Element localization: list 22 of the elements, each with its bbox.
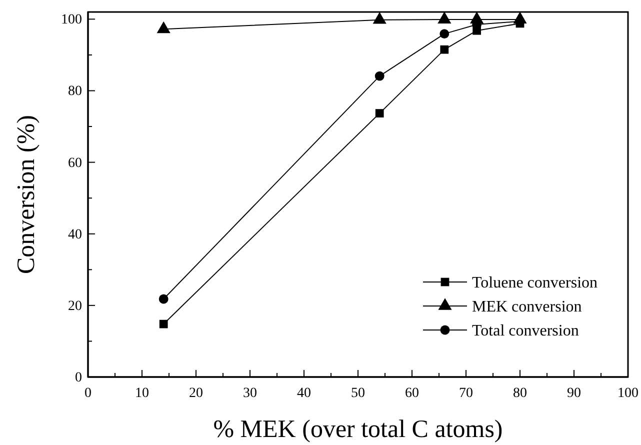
x-tick-label: 20 [189, 386, 203, 401]
y-tick-label: 0 [75, 370, 82, 386]
x-tick-label: 100 [618, 386, 638, 401]
y-tick-label: 20 [68, 298, 82, 314]
y-tick-label: 100 [61, 12, 82, 28]
x-tick-label: 70 [459, 386, 473, 401]
y-tick-label: 60 [68, 156, 82, 171]
y-tick-label: 40 [68, 227, 82, 242]
x-tick-label: 30 [243, 386, 257, 401]
x-tick-label: 0 [84, 386, 92, 401]
legend-label: MEK conversion [472, 298, 582, 316]
y-tick-label: 80 [68, 84, 82, 100]
x-tick-label: 90 [567, 386, 581, 401]
x-axis-title: % MEK (over total C atoms) [213, 416, 503, 443]
x-tick-label: 60 [405, 386, 419, 401]
x-tick-label: 80 [513, 386, 527, 401]
x-tick-label: 50 [351, 386, 365, 401]
legend-label: Toluene conversion [472, 274, 598, 292]
x-tick-label: 40 [297, 386, 311, 401]
legend-label: Total conversion [472, 322, 579, 340]
x-tick-label: 10 [135, 386, 149, 401]
y-axis-title: Conversion (%) [13, 115, 40, 274]
